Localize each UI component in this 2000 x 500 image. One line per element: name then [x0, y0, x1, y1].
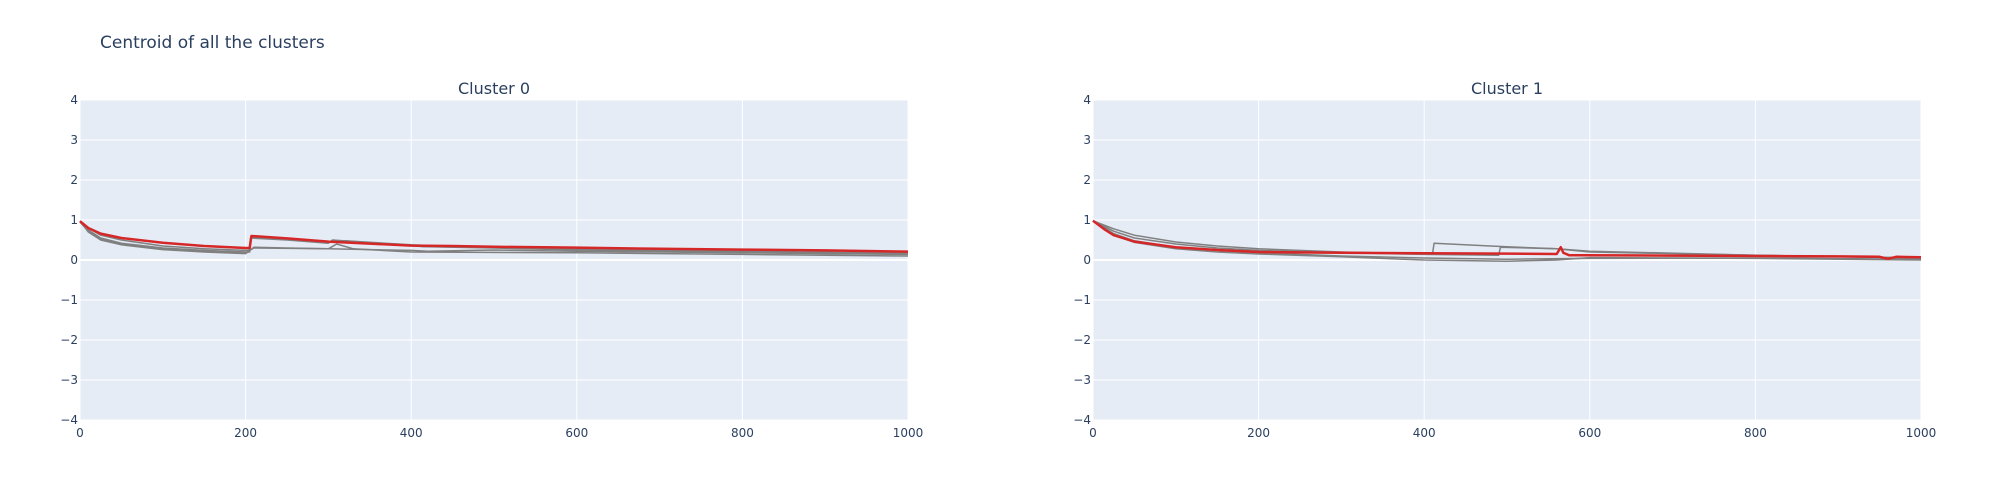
centroid-line	[79, 220, 909, 253]
x-tick-label: 800	[1744, 426, 1767, 440]
x-tick-label: 200	[234, 426, 257, 440]
y-tick-label: −4	[60, 413, 78, 427]
x-tick-label: 400	[400, 426, 423, 440]
x-tick-label: 600	[565, 426, 588, 440]
y-tick-label: −2	[60, 333, 78, 347]
x-tick-label: 1000	[1906, 426, 1937, 440]
member-series-line	[79, 221, 909, 257]
y-tick-label: −3	[1073, 373, 1091, 387]
y-tick-label: 4	[1083, 93, 1091, 107]
y-tick-label: −1	[60, 293, 78, 307]
y-tick-label: 2	[70, 173, 78, 187]
y-tick-label: 0	[1083, 253, 1091, 267]
y-tick-label: 3	[1083, 133, 1091, 147]
y-tick-label: −3	[60, 373, 78, 387]
x-tick-label: 600	[1578, 426, 1601, 440]
y-tick-label: 2	[1083, 173, 1091, 187]
subplot-title: Cluster 0	[458, 79, 530, 98]
y-tick-label: 4	[70, 93, 78, 107]
cluster-1-panel: 0 200 400 600 800 1000 −4 −3 −2 −1 0 1 2 3 4 Cluster 1	[1073, 79, 1936, 440]
y-tick-label: 1	[1083, 213, 1091, 227]
x-tick-label: 1000	[893, 426, 924, 440]
x-tick-label: 400	[1413, 426, 1436, 440]
y-tick-label: −1	[1073, 293, 1091, 307]
y-tick-label: 3	[70, 133, 78, 147]
subplot-title: Cluster 1	[1471, 79, 1543, 98]
x-tick-label: 800	[731, 426, 754, 440]
centroid-line	[1092, 219, 1922, 261]
y-tick-label: 0	[70, 253, 78, 267]
x-tick-label: 200	[1247, 426, 1270, 440]
y-tick-label: 1	[70, 213, 78, 227]
cluster-0-panel: 0 200 400 600 800 1000 −4 −3 −2 −1 0 1 2 3 4 Cluster 0	[60, 79, 923, 440]
page-title: Centroid of all the clusters	[100, 33, 325, 53]
x-tick-label: 0	[1089, 426, 1097, 440]
y-tick-label: −4	[1073, 413, 1091, 427]
x-tick-label: 0	[76, 426, 84, 440]
y-tick-label: −2	[1073, 333, 1091, 347]
